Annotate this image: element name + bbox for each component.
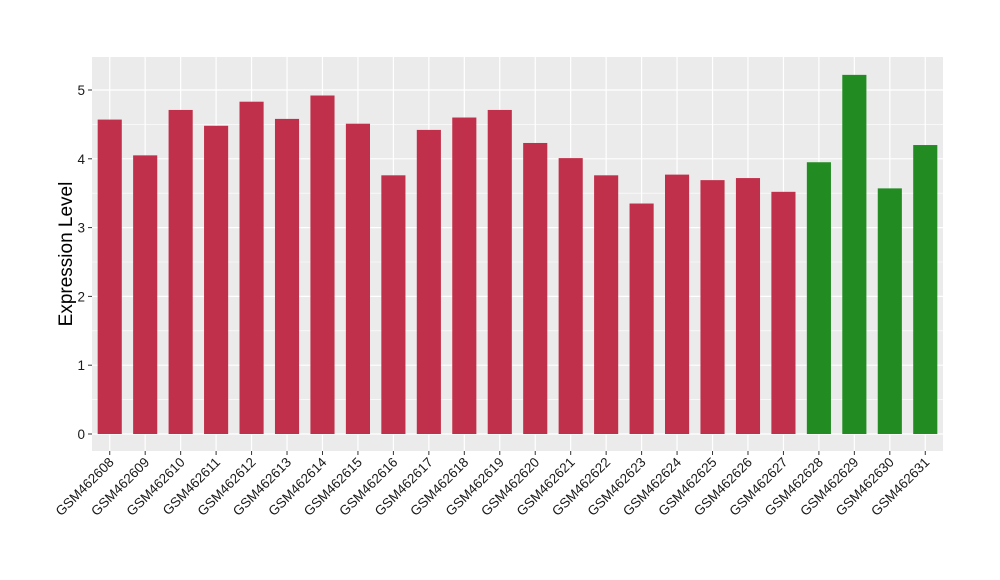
- y-tick-label: 3: [77, 221, 85, 236]
- bar-GSM462623: [629, 203, 654, 434]
- y-axis-title: Expression Level: [56, 182, 77, 327]
- bar-GSM462631: [913, 145, 938, 435]
- bar-GSM462629: [842, 74, 867, 434]
- bar-GSM462616: [381, 175, 406, 434]
- bar-GSM462613: [274, 118, 300, 435]
- bars: [97, 74, 938, 435]
- bar-GSM462612: [239, 101, 264, 435]
- bar-GSM462624: [665, 174, 690, 434]
- bar-GSM462626: [735, 178, 761, 434]
- bar-GSM462618: [452, 117, 477, 435]
- bar-GSM462617: [416, 129, 441, 435]
- bar-GSM462620: [523, 142, 548, 434]
- plot-panel: [92, 57, 943, 451]
- y-tick-label: 4: [77, 152, 85, 167]
- bar-GSM462627: [771, 191, 796, 434]
- x-axis: GSM462608GSM462609GSM462610GSM462611GSM4…: [53, 451, 932, 519]
- y-axis: 0 1 2 3 4 5: [77, 83, 92, 442]
- bar-GSM462619: [487, 109, 512, 435]
- bar-GSM462610: [168, 109, 193, 435]
- bar-GSM462630: [877, 188, 902, 434]
- bar-GSM462609: [133, 155, 158, 435]
- y-tick-label: 5: [77, 83, 85, 98]
- y-tick-label: 2: [77, 289, 85, 304]
- bar-GSM462621: [558, 158, 583, 434]
- bar-GSM462615: [345, 123, 370, 434]
- bar-GSM462622: [594, 175, 619, 434]
- bar-GSM462608: [97, 119, 122, 435]
- bar-GSM462614: [310, 95, 335, 434]
- bar-GSM462611: [204, 125, 229, 434]
- bar-GSM462625: [700, 180, 725, 434]
- y-tick-label: 1: [77, 358, 85, 373]
- y-tick-label: 0: [77, 427, 85, 442]
- bar-GSM462628: [806, 162, 831, 435]
